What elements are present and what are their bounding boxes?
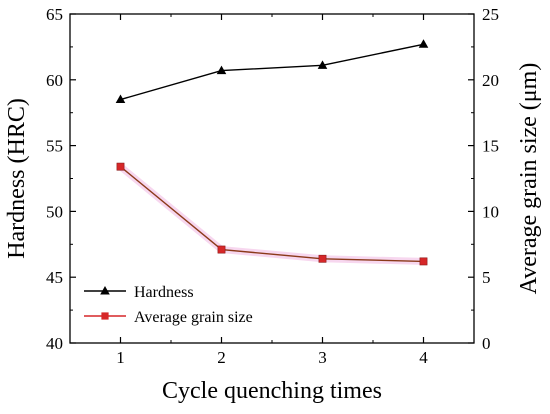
data-point-hardness xyxy=(216,65,227,75)
x-tick-label: 3 xyxy=(318,348,327,367)
x-tick-label: 4 xyxy=(419,348,428,367)
series-glow xyxy=(118,163,424,265)
y-left-tick-label: 50 xyxy=(46,202,63,221)
series-line-hardness xyxy=(120,43,424,101)
y-right-tick-label: 5 xyxy=(482,268,491,287)
data-point-hardness xyxy=(317,60,328,69)
data-point-hardness xyxy=(418,39,429,48)
legend-hardness-label: Hardness xyxy=(134,284,194,301)
series xyxy=(115,39,429,266)
y-right-tick-label: 0 xyxy=(482,334,491,353)
legend-grain-size-label: Average grain size xyxy=(134,309,253,326)
x-axis-title: Cycle quenching times xyxy=(162,378,382,404)
y-left-tick-label: 45 xyxy=(46,268,63,287)
data-point-grain-size xyxy=(116,162,125,171)
y-left-tick-label: 55 xyxy=(46,137,63,156)
data-point-hardness xyxy=(115,94,126,104)
y-right-tick-label: 10 xyxy=(482,202,499,221)
y-right-tick-label: 15 xyxy=(482,137,499,156)
ticks: 1 2 3 4 40 45 50 55 60 65 0 5 10 15 20 25 xyxy=(46,5,499,367)
y-left-tick-label: 40 xyxy=(46,334,63,353)
y-axis-left-title: Hardness (HRC) xyxy=(4,98,30,259)
y-axis-right-title: Average grain size (μm) xyxy=(516,63,542,295)
x-tick-label: 1 xyxy=(116,348,125,367)
y-right-tick-label: 20 xyxy=(482,71,499,90)
y-left-tick-label: 60 xyxy=(46,71,63,90)
y-right-tick-label: 25 xyxy=(482,5,499,24)
x-tick-label: 2 xyxy=(217,348,226,367)
data-point-grain-size xyxy=(217,245,226,254)
y-left-tick-label: 65 xyxy=(46,5,63,24)
legend: Hardness Average grain size xyxy=(84,284,253,326)
legend-hardness-marker xyxy=(100,286,110,295)
series-line-grain-size xyxy=(120,166,424,263)
data-point-grain-size xyxy=(419,257,428,266)
legend-grain-size-marker xyxy=(101,312,109,320)
data-point-grain-size xyxy=(318,254,327,263)
